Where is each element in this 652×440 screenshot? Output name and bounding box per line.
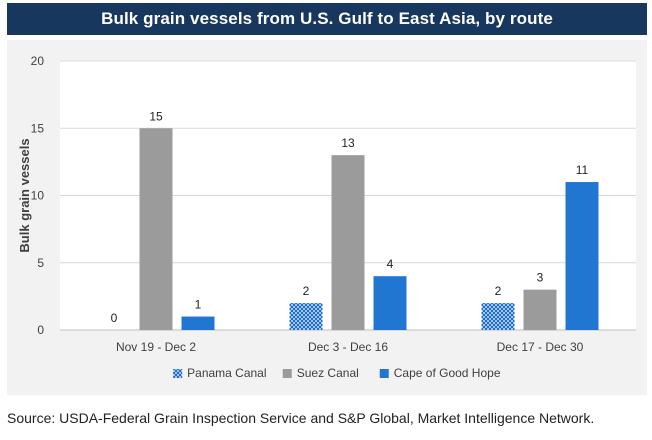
legend-label: Suez Canal <box>297 366 359 380</box>
data-label: 4 <box>387 257 394 271</box>
bar <box>139 128 173 330</box>
x-tick-label: Dec 17 - Dec 30 <box>497 340 584 354</box>
bar <box>481 303 515 330</box>
data-label: 2 <box>495 284 502 298</box>
data-label: 0 <box>111 311 118 325</box>
data-label: 1 <box>195 298 202 312</box>
legend-label: Cape of Good Hope <box>394 366 501 380</box>
bar <box>373 276 407 330</box>
bar <box>523 289 557 330</box>
data-label: 13 <box>341 136 355 150</box>
data-label: 2 <box>303 284 310 298</box>
data-label: 11 <box>576 163 589 177</box>
data-label: 3 <box>537 271 544 285</box>
legend-swatch <box>173 369 183 378</box>
chart-area: 0 5 10 15 20 0 15 1 2 13 4 2 3 11 Nov 19 - Dec 2 Dec … <box>7 40 647 395</box>
y-tick-label: 15 <box>31 121 45 135</box>
x-tick-label: Dec 3 - Dec 16 <box>308 340 388 354</box>
y-tick-label: 5 <box>37 256 44 270</box>
y-tick-label: 20 <box>31 54 45 68</box>
bar <box>331 155 365 330</box>
legend-label: Panama Canal <box>187 366 266 380</box>
y-tick-label: 0 <box>37 323 44 337</box>
y-axis-label: Bulk grain vessels <box>17 138 32 252</box>
legend-swatch <box>379 369 389 378</box>
chart-title: Bulk grain vessels from U.S. Gulf to Eas… <box>7 3 647 35</box>
legend-swatch <box>282 369 292 378</box>
x-tick-label: Nov 19 - Dec 2 <box>116 340 196 354</box>
y-tick-label: 10 <box>31 189 45 203</box>
bar-chart: 0 5 10 15 20 0 15 1 2 13 4 2 3 11 Nov 19 - Dec 2 Dec … <box>17 54 636 380</box>
source-note: Source: USDA-Federal Grain Inspection Se… <box>7 410 595 426</box>
data-label: 15 <box>149 109 163 123</box>
bar <box>181 316 215 330</box>
bar <box>289 303 323 330</box>
bar <box>565 182 599 330</box>
